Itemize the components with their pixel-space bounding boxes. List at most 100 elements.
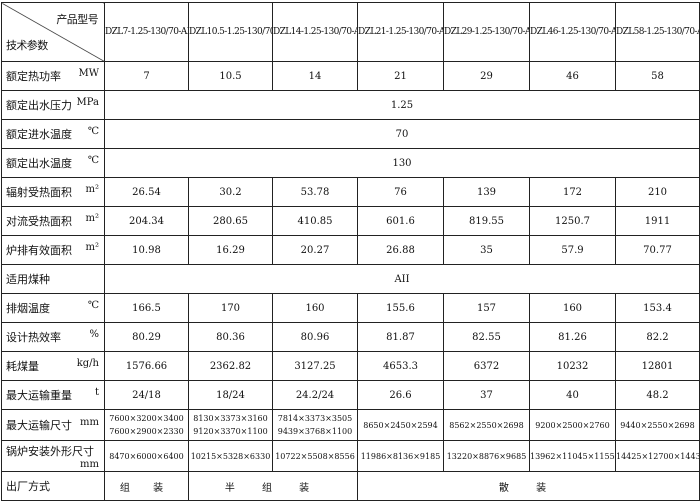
value-cell-merged: 70 xyxy=(104,119,700,149)
value-cell: 26.54 xyxy=(104,177,189,207)
value-cell: 82.55 xyxy=(443,322,530,352)
value-cell: 10232 xyxy=(529,351,616,381)
param-unit: ℃ xyxy=(87,300,99,311)
param-name: 对流受热面积 xyxy=(6,215,72,228)
param-unit: mm xyxy=(80,417,99,428)
value-cell: 8470×6000×6400 xyxy=(104,440,189,472)
value-cell: 40 xyxy=(529,380,616,410)
param-unit: t xyxy=(94,387,99,398)
param-unit: m² xyxy=(85,242,100,253)
table-row: 锅炉安装外形尺寸 mm 8470×6000×6400 10215×5328×6330 1… xyxy=(1,440,700,472)
model-header: DZL29-1.25-130/70-AII xyxy=(443,2,530,62)
value-cell: 410.85 xyxy=(272,206,358,236)
param-unit: mm xyxy=(80,458,99,470)
value-cell: 819.55 xyxy=(443,206,530,236)
model-header: DZL14-1.25-130/70-AII xyxy=(272,2,358,62)
param-name: 额定出水压力 xyxy=(6,99,72,112)
model-header: DZL7-1.25-130/70-AII xyxy=(104,2,189,62)
value-cell: 81.87 xyxy=(357,322,444,352)
value-cell: 80.29 xyxy=(104,322,189,352)
value-cell: 16.29 xyxy=(188,235,273,265)
header-corner: 产品型号 技术参数 xyxy=(1,2,105,62)
value-cell: 13220×8876×9685 xyxy=(443,440,530,472)
value-cell: 166.5 xyxy=(104,293,189,323)
param-name: 炉排有效面积 xyxy=(6,244,72,257)
value-cell: 37 xyxy=(443,380,530,410)
value-cell-merged: AII xyxy=(104,264,700,294)
param-label: 技术参数 xyxy=(6,39,48,52)
value-cell: 139 xyxy=(443,177,530,207)
param-name: 辐射受热面积 xyxy=(6,186,72,199)
param-name: 出厂方式 xyxy=(1,471,105,501)
value-cell: 7814×3373×3505 9439×3768×1100 xyxy=(272,409,358,441)
param-unit: ℃ xyxy=(87,126,99,137)
param-unit: % xyxy=(89,329,99,340)
value-cell: 18/24 xyxy=(188,380,273,410)
value-cell: 8650×2450×2594 xyxy=(357,409,444,441)
param-cell: 额定热功率 MW xyxy=(1,61,105,91)
param-name: 额定热功率 xyxy=(6,70,61,83)
param-name: 额定进水温度 xyxy=(6,128,72,141)
value-cell: 155.6 xyxy=(357,293,444,323)
value-cell: 1576.66 xyxy=(104,351,189,381)
param-cell: 额定出水压力 MPa xyxy=(1,90,105,120)
table-row: 最大运输尺寸 mm 7600×3200×3400 7600×2900×2330 8130… xyxy=(1,409,700,441)
dim-line: 8130×3373×3160 xyxy=(193,414,268,423)
param-cell: 设计热效率% xyxy=(1,322,105,352)
param-name: 额定出水温度 xyxy=(6,157,72,170)
value-cell: 204.34 xyxy=(104,206,189,236)
value-cell: 153.4 xyxy=(615,293,700,323)
value-cell: 10215×5328×6330 xyxy=(188,440,273,472)
value-cell: 1911 xyxy=(615,206,700,236)
delivery-assembled: 组 装 xyxy=(104,471,189,501)
table-row: 耗煤量 kg/h 1576.66 2362.82 3127.25 4653.3 6372 10… xyxy=(1,351,700,381)
param-name: 最大运输尺寸 xyxy=(6,419,72,432)
value-cell: 14 xyxy=(272,61,358,91)
value-cell: 2362.82 xyxy=(188,351,273,381)
value-cell: 30.2 xyxy=(188,177,273,207)
value-cell: 160 xyxy=(529,293,616,323)
value-cell: 58 xyxy=(615,61,700,91)
delivery-semi-assembled: 半 组 装 xyxy=(188,471,358,501)
value-cell: 160 xyxy=(272,293,358,323)
table-row: 辐射受热面积 m² 26.54 30.2 53.78 76 139 172 210 xyxy=(1,177,700,207)
param-cell: 适用煤种 xyxy=(1,264,105,294)
param-name: 锅炉安装外形尺寸 xyxy=(6,444,94,458)
param-cell: 排烟温度 ℃ xyxy=(1,293,105,323)
model-header: DZL58-1.25-130/70-AII xyxy=(615,2,700,62)
value-cell-merged: 1.25 xyxy=(104,90,700,120)
value-cell-merged: 130 xyxy=(104,148,700,178)
table-row: 排烟温度 ℃ 166.5 170 160 155.6 157 160 153.4 xyxy=(1,293,700,323)
param-cell: 额定进水温度 ℃ xyxy=(1,119,105,149)
value-cell: 70.77 xyxy=(615,235,700,265)
value-cell: 7 xyxy=(104,61,189,91)
param-name: 最大运输重量 xyxy=(6,389,72,402)
value-cell: 8562×2550×2698 xyxy=(443,409,530,441)
param-cell: 额定出水温度 ℃ xyxy=(1,148,105,178)
value-cell: 53.78 xyxy=(272,177,358,207)
delivery-row: 出厂方式组 装半 组 装散 装 xyxy=(1,471,700,501)
table-row: 额定出水温度 ℃ 130 xyxy=(1,148,700,178)
value-cell: 8130×3373×3160 9120×3370×1100 xyxy=(188,409,273,441)
value-cell: 172 xyxy=(529,177,616,207)
model-header: DZL10.5-1.25-130/70-AII xyxy=(188,2,273,62)
value-cell: 26.88 xyxy=(357,235,444,265)
value-cell: 157 xyxy=(443,293,530,323)
table-row: 额定进水温度 ℃ 70 xyxy=(1,119,700,149)
delivery-bulk: 散 装 xyxy=(357,471,700,501)
value-cell: 21 xyxy=(357,61,444,91)
value-cell: 9440×2550×2698 xyxy=(615,409,700,441)
table-row: 设计热效率% 80.29 80.36 80.96 81.87 82.55 81.26 82.2 xyxy=(1,322,700,352)
dim-line: 7600×2900×2330 xyxy=(109,427,184,436)
param-unit: MPa xyxy=(76,97,99,108)
value-cell: 14425×12700×14437 xyxy=(615,440,700,472)
dim-line: 9439×3768×1100 xyxy=(277,427,353,436)
value-cell: 13962×11045×11550 xyxy=(529,440,616,472)
value-cell: 3127.25 xyxy=(272,351,358,381)
value-cell: 26.6 xyxy=(357,380,444,410)
table-row: 适用煤种 AII xyxy=(1,264,700,294)
param-unit: ℃ xyxy=(87,155,99,166)
dim-line: 7600×3200×3400 xyxy=(109,414,184,423)
table-row: 额定出水压力 MPa 1.25 xyxy=(1,90,700,120)
